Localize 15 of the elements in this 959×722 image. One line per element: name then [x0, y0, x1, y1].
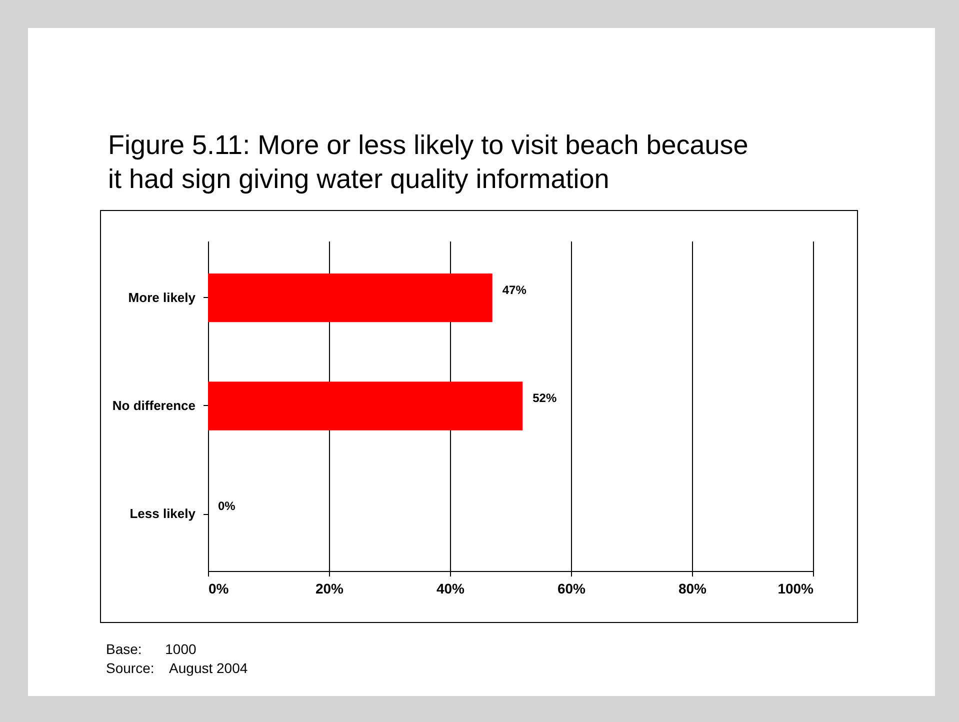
y-tick-label: Less likely — [130, 506, 196, 522]
x-tick-label: 20% — [315, 580, 344, 596]
source-note: Source: August 2004 — [106, 659, 248, 678]
chart-title: Figure 5.11: More or less likely to visit beach because it had sign giving water quality information — [108, 129, 750, 196]
x-tick-label: 80% — [678, 580, 708, 596]
x-tick-label: 100% — [778, 580, 814, 596]
y-tick-label: More likely — [128, 290, 196, 305]
text: Base: 1000 — [106, 640, 198, 659]
data-label: 0% — [218, 499, 236, 514]
x-tick-label: 40% — [436, 580, 466, 596]
data-label: 47% — [502, 282, 527, 297]
x-tick-label: 60% — [557, 580, 586, 596]
y-tick-label: No difference — [112, 398, 196, 413]
x-tick-label: 0% — [208, 580, 230, 596]
data-label: 52% — [532, 391, 557, 405]
